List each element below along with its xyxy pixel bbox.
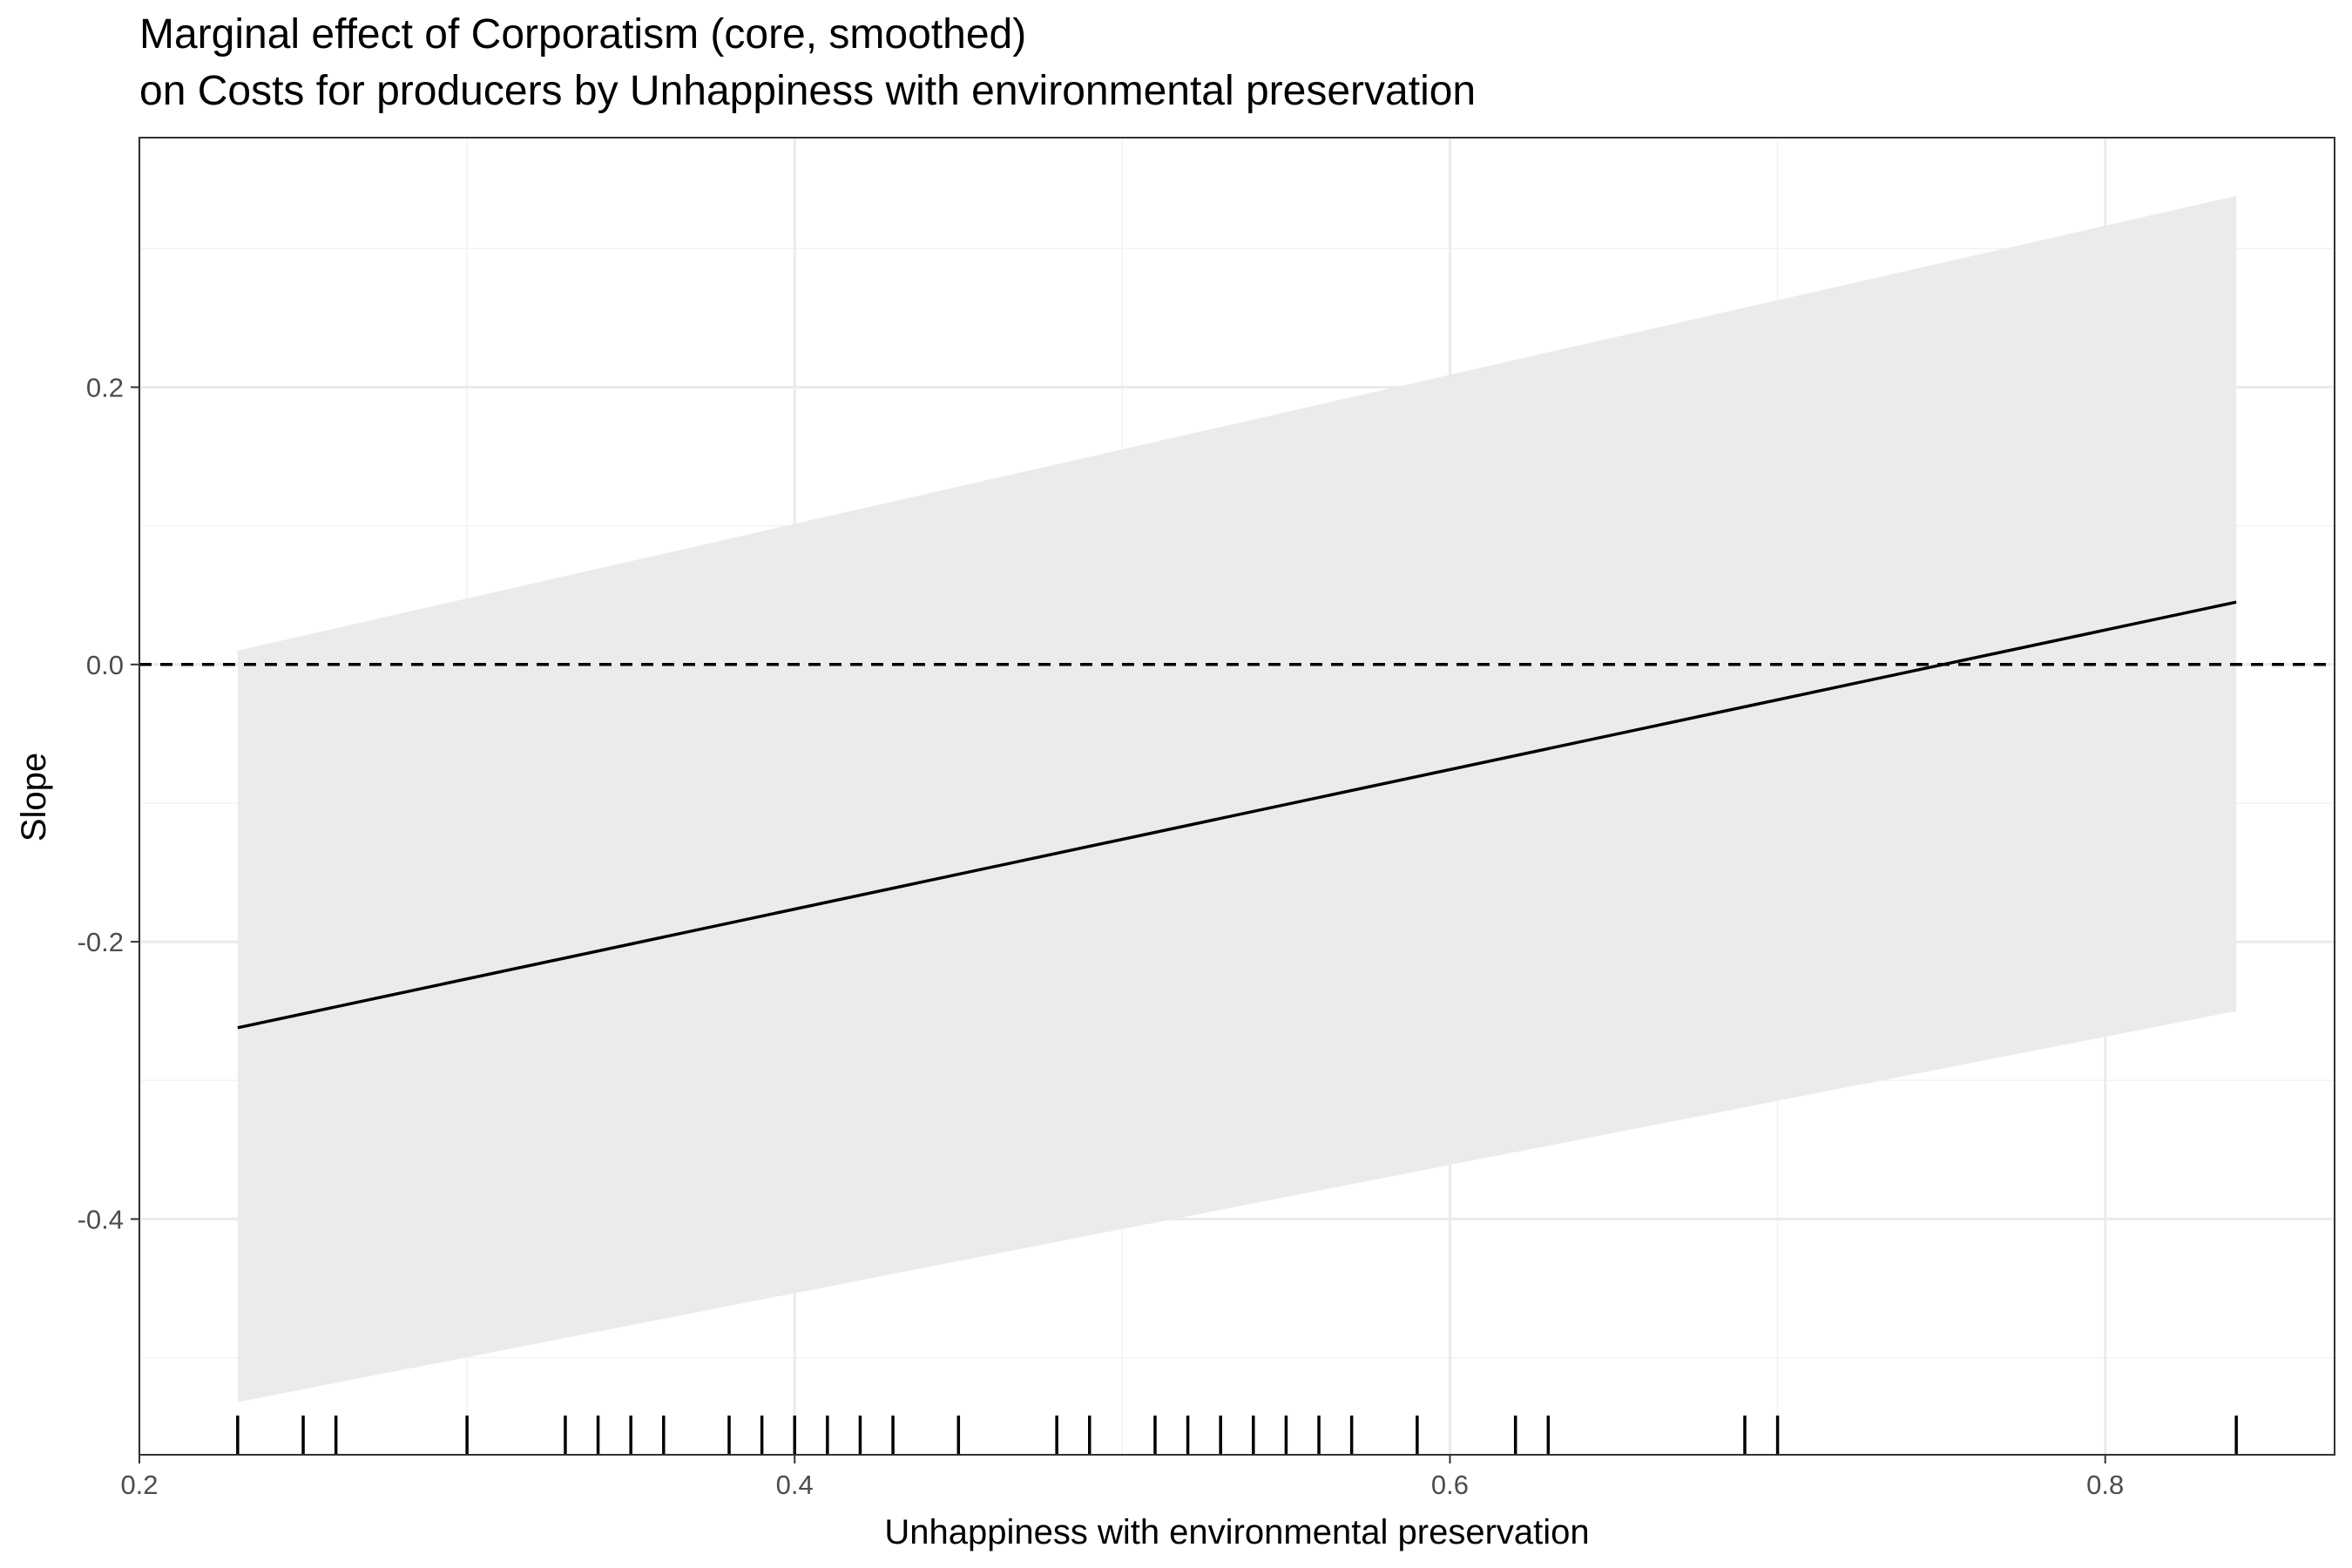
y-tick-label-2: 0.0 [86, 650, 124, 680]
x-tick-label-0: 0.2 [120, 1470, 158, 1500]
chart-title: Marginal effect of Corporatism (core, sm… [139, 11, 1026, 57]
y-tick-label-3: 0.2 [86, 372, 124, 402]
rug-layer [236, 1416, 2238, 1455]
x-axis: 0.2 0.4 0.6 0.8 [120, 1455, 2124, 1500]
y-tick-label-0: -0.4 [78, 1204, 124, 1234]
x-tick-label-3: 0.8 [2086, 1470, 2124, 1500]
y-axis: -0.4 -0.2 0.0 0.2 [78, 372, 139, 1234]
panel-border [139, 137, 2335, 1456]
y-axis-title: Slope [15, 753, 53, 841]
x-axis-title: Unhappiness with environmental preservat… [884, 1513, 1589, 1551]
confidence-band [237, 195, 2237, 1402]
confidence-band-layer [237, 195, 2237, 1402]
series-layer [237, 600, 2237, 1030]
chart-subtitle: on Costs for producers by Unhappiness wi… [139, 68, 1476, 114]
x-tick-label-1: 0.4 [776, 1470, 814, 1500]
slope-line-0 [237, 600, 2237, 1030]
y-tick-label-1: -0.2 [78, 927, 124, 957]
x-tick-label-2: 0.6 [1431, 1470, 1469, 1500]
